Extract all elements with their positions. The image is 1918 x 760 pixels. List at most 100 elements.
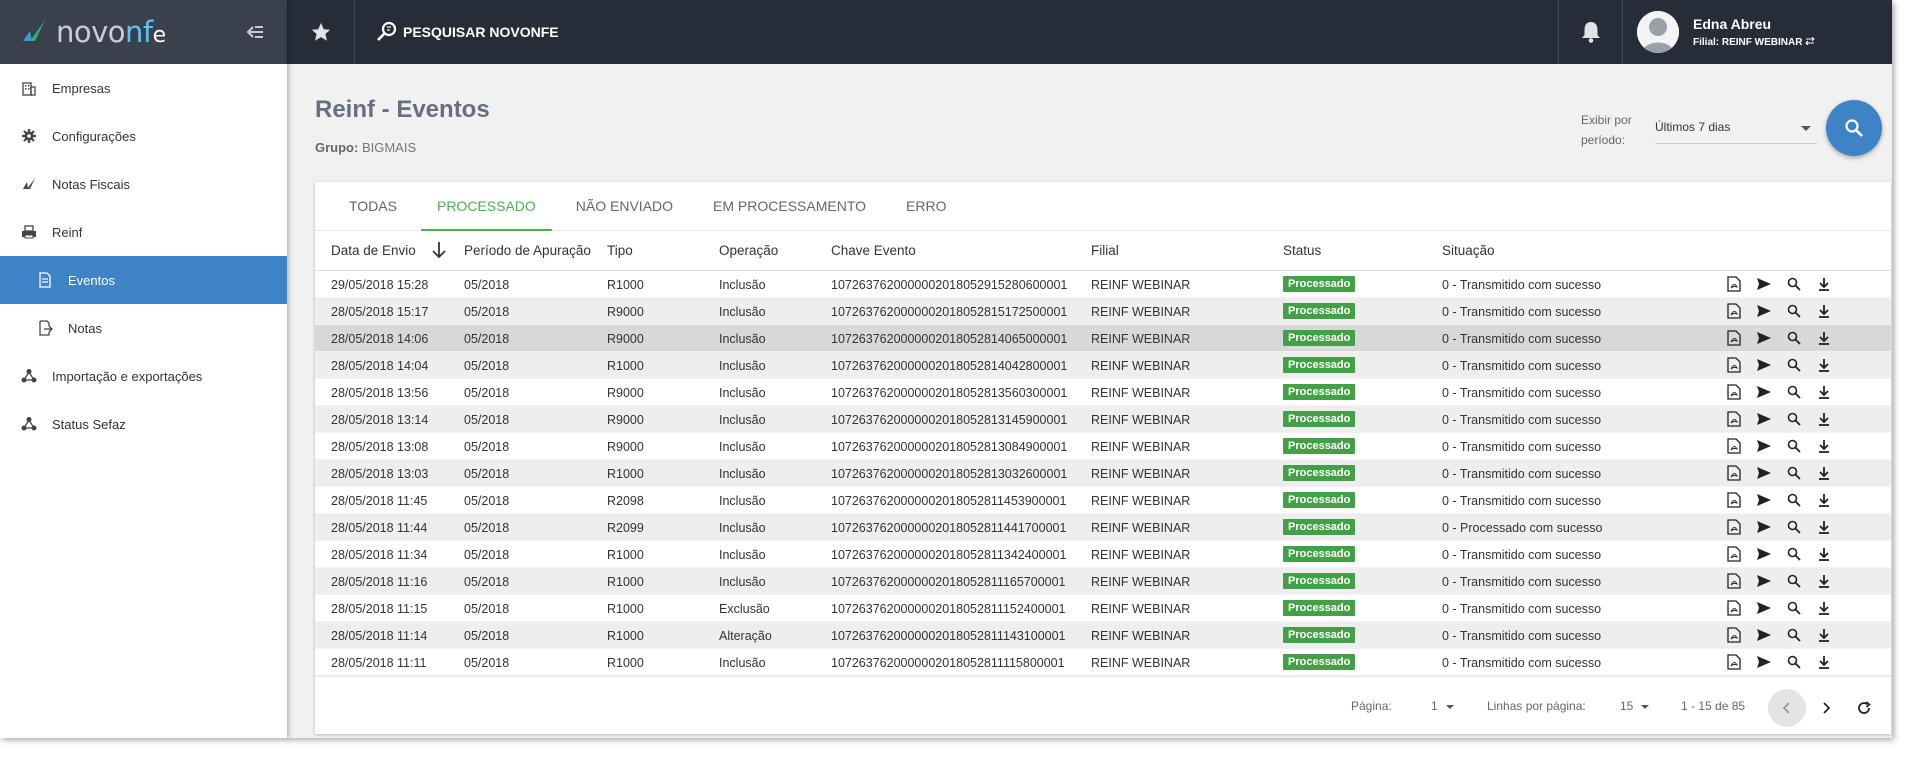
view-button[interactable] <box>1785 356 1803 374</box>
download-button[interactable] <box>1815 356 1833 374</box>
view-button[interactable] <box>1785 518 1803 536</box>
send-button[interactable] <box>1755 383 1773 401</box>
view-button[interactable] <box>1785 599 1803 617</box>
pdf-button[interactable] <box>1725 599 1743 617</box>
send-button[interactable] <box>1755 626 1773 644</box>
sidebar-item-importacao[interactable]: Importação e exportações <box>0 352 287 400</box>
next-page-button[interactable] <box>1807 689 1845 727</box>
pdf-button[interactable] <box>1725 518 1743 536</box>
favorites-button[interactable] <box>287 0 355 64</box>
table-row[interactable]: 28/05/2018 14:04 05/2018 R1000 Inclusão 1072… <box>315 352 1891 379</box>
sidebar-item-notas[interactable]: Notas <box>0 304 287 352</box>
view-button[interactable] <box>1785 302 1803 320</box>
send-button[interactable] <box>1755 275 1773 293</box>
table-row[interactable]: 28/05/2018 13:56 05/2018 R9000 Inclusão 1072… <box>315 379 1891 406</box>
sidebar-item-eventos[interactable]: Eventos <box>0 256 287 304</box>
send-button[interactable] <box>1755 653 1773 671</box>
col-header-operacao[interactable]: Operação <box>719 243 779 258</box>
tab-processado[interactable]: PROCESSADO <box>420 182 552 231</box>
send-button[interactable] <box>1755 545 1773 563</box>
pdf-button[interactable] <box>1725 464 1743 482</box>
view-button[interactable] <box>1785 464 1803 482</box>
table-row[interactable]: 28/05/2018 11:15 05/2018 R1000 Exclusão 1072… <box>315 595 1891 622</box>
download-button[interactable] <box>1815 572 1833 590</box>
send-button[interactable] <box>1755 572 1773 590</box>
pdf-button[interactable] <box>1725 545 1743 563</box>
pdf-button[interactable] <box>1725 383 1743 401</box>
pdf-button[interactable] <box>1725 437 1743 455</box>
download-button[interactable] <box>1815 653 1833 671</box>
tab-erro[interactable]: ERRO <box>906 198 947 214</box>
tab-em-processamento[interactable]: EM PROCESSAMENTO <box>713 198 867 214</box>
download-button[interactable] <box>1815 275 1833 293</box>
pdf-button[interactable] <box>1725 329 1743 347</box>
pdf-button[interactable] <box>1725 275 1743 293</box>
table-row[interactable]: 28/05/2018 11:16 05/2018 R1000 Inclusão 1072… <box>315 568 1891 595</box>
download-button[interactable] <box>1815 437 1833 455</box>
download-button[interactable] <box>1815 410 1833 428</box>
table-row[interactable]: 28/05/2018 13:14 05/2018 R9000 Inclusão 1072… <box>315 406 1891 433</box>
user-menu[interactable]: Edna Abreu Filial: REINF WEBINAR <box>1622 0 1892 64</box>
table-row[interactable]: 28/05/2018 11:34 05/2018 R1000 Inclusão 1072… <box>315 541 1891 568</box>
table-row[interactable]: 29/05/2018 15:28 05/2018 R1000 Inclusão 1072… <box>315 271 1891 298</box>
table-row[interactable]: 28/05/2018 11:44 05/2018 R2099 Inclusão 1072… <box>315 514 1891 541</box>
table-row[interactable]: 28/05/2018 11:14 05/2018 R1000 Alteração 107… <box>315 622 1891 649</box>
search-novonfe-link[interactable]: PESQUISAR NOVONFE <box>355 0 559 64</box>
view-button[interactable] <box>1785 383 1803 401</box>
table-row[interactable]: 28/05/2018 13:03 05/2018 R1000 Inclusão 1072… <box>315 460 1891 487</box>
period-select[interactable]: Últimos 7 dias <box>1655 114 1817 144</box>
view-button[interactable] <box>1785 491 1803 509</box>
download-button[interactable] <box>1815 518 1833 536</box>
pdf-button[interactable] <box>1725 572 1743 590</box>
download-button[interactable] <box>1815 599 1833 617</box>
send-button[interactable] <box>1755 464 1773 482</box>
refresh-button[interactable] <box>1845 689 1883 727</box>
send-button[interactable] <box>1755 599 1773 617</box>
view-button[interactable] <box>1785 329 1803 347</box>
view-button[interactable] <box>1785 437 1803 455</box>
download-button[interactable] <box>1815 626 1833 644</box>
table-row[interactable]: 28/05/2018 11:45 05/2018 R2098 Inclusão 1072… <box>315 487 1891 514</box>
pdf-button[interactable] <box>1725 626 1743 644</box>
sidebar-item-notas-fiscais[interactable]: Notas Fiscais <box>0 160 287 208</box>
download-button[interactable] <box>1815 545 1833 563</box>
col-header-filial[interactable]: Filial <box>1091 243 1119 258</box>
send-button[interactable] <box>1755 329 1773 347</box>
download-button[interactable] <box>1815 383 1833 401</box>
table-row[interactable]: 28/05/2018 11:11 05/2018 R1000 Inclusão 1072… <box>315 649 1891 676</box>
send-button[interactable] <box>1755 356 1773 374</box>
pdf-button[interactable] <box>1725 356 1743 374</box>
tab-todas[interactable]: TODAS <box>349 198 397 214</box>
download-button[interactable] <box>1815 329 1833 347</box>
col-header-periodo[interactable]: Período de Apuração <box>464 243 591 258</box>
view-button[interactable] <box>1785 572 1803 590</box>
send-button[interactable] <box>1755 302 1773 320</box>
pdf-button[interactable] <box>1725 302 1743 320</box>
col-header-status[interactable]: Status <box>1283 243 1322 258</box>
collapse-sidebar-icon[interactable] <box>243 20 267 44</box>
send-button[interactable] <box>1755 518 1773 536</box>
sidebar-item-configuracoes[interactable]: Configurações <box>0 112 287 160</box>
search-button[interactable] <box>1826 100 1882 156</box>
tab-nao-enviado[interactable]: NÃO ENVIADO <box>575 198 674 214</box>
rows-per-page-select[interactable]: 15 <box>1620 699 1650 713</box>
pdf-button[interactable] <box>1725 653 1743 671</box>
prev-page-button[interactable] <box>1768 689 1806 727</box>
sidebar-item-empresas[interactable]: Empresas <box>0 64 287 112</box>
table-row[interactable]: 28/05/2018 13:08 05/2018 R9000 Inclusão 1072… <box>315 433 1891 460</box>
table-row[interactable]: 28/05/2018 15:17 05/2018 R9000 Inclusão 1072… <box>315 298 1891 325</box>
view-button[interactable] <box>1785 275 1803 293</box>
pdf-button[interactable] <box>1725 491 1743 509</box>
col-header-tipo[interactable]: Tipo <box>607 243 633 258</box>
pdf-button[interactable] <box>1725 410 1743 428</box>
view-button[interactable] <box>1785 545 1803 563</box>
send-button[interactable] <box>1755 437 1773 455</box>
download-button[interactable] <box>1815 302 1833 320</box>
col-header-situacao[interactable]: Situação <box>1442 243 1495 258</box>
download-button[interactable] <box>1815 491 1833 509</box>
send-button[interactable] <box>1755 410 1773 428</box>
view-button[interactable] <box>1785 653 1803 671</box>
send-button[interactable] <box>1755 491 1773 509</box>
sort-arrow-down-icon[interactable] <box>430 240 448 260</box>
page-select[interactable]: 1 <box>1431 699 1454 713</box>
